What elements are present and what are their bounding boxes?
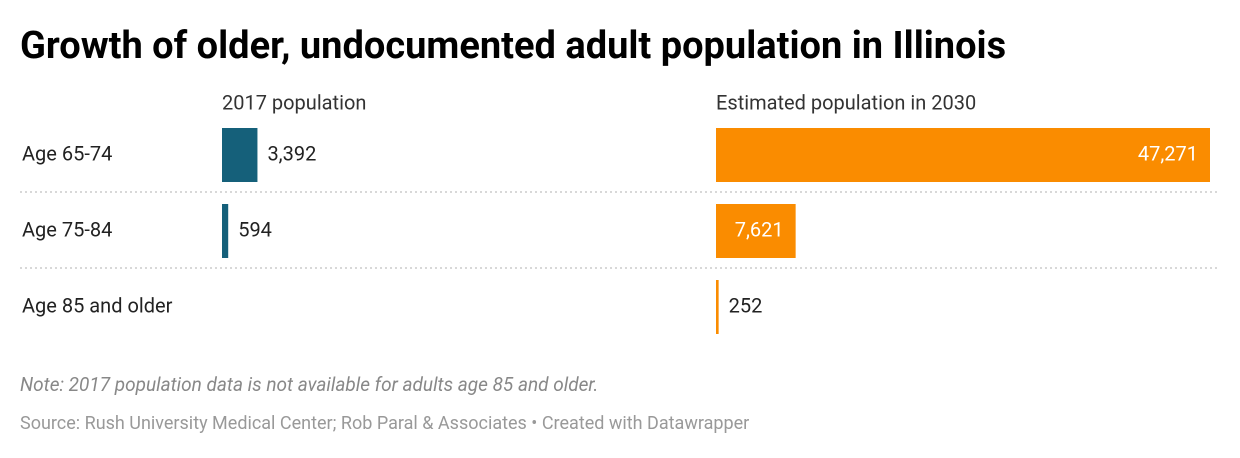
value-label: 3,392 [267, 141, 316, 165]
value-label: 252 [729, 293, 763, 317]
category-label: Age 75-84 [22, 217, 112, 241]
bar [716, 128, 1210, 182]
value-label: 47,271 [1138, 141, 1198, 165]
source: Source: Rush University Medical Center; … [20, 413, 749, 434]
value-label: 594 [238, 217, 272, 241]
legend-label: 2017 population [222, 90, 366, 114]
chart-title: Growth of older, undocumented adult popu… [20, 24, 1006, 68]
category-label: Age 65-74 [22, 141, 112, 165]
bar [716, 280, 719, 334]
bar [716, 204, 796, 258]
legend-label: Estimated population in 2030 [716, 90, 976, 114]
bar [222, 128, 258, 182]
value-label: 7,621 [735, 217, 784, 241]
note: Note: 2017 population data is not availa… [20, 373, 598, 396]
bar [222, 204, 229, 258]
category-label: Age 85 and older [22, 293, 173, 317]
